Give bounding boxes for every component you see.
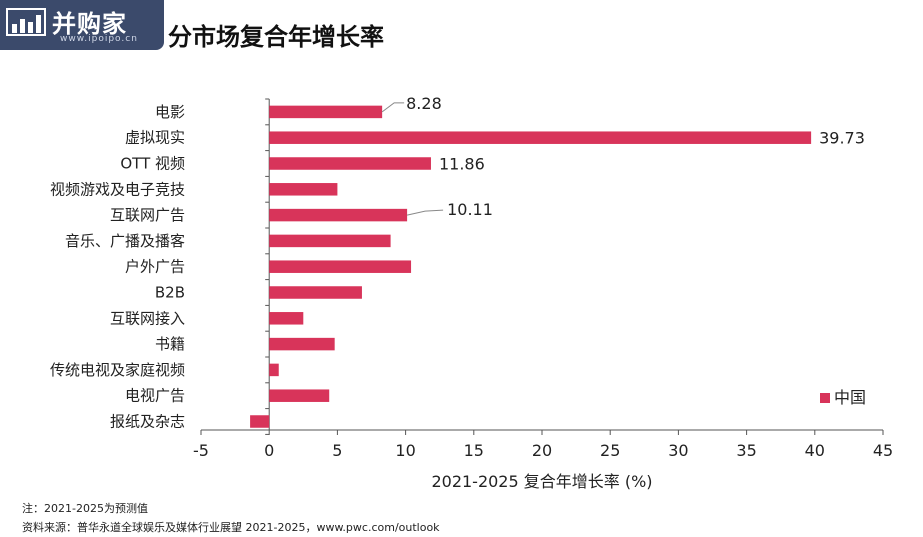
category-label: 户外广告	[125, 258, 185, 276]
category-label: 互联网接入	[110, 309, 185, 327]
footnote-note: 注：2021-2025为预测值	[22, 502, 148, 515]
category-label: 视频游戏及电子竞技	[50, 180, 185, 198]
label-leader-line	[406, 209, 444, 216]
legend-label: 中国	[834, 388, 866, 407]
x-tick-label: 35	[736, 441, 756, 460]
data-label: 11.86	[439, 155, 485, 174]
bar	[269, 183, 338, 196]
x-tick-label: 25	[600, 441, 620, 460]
bar	[269, 389, 330, 402]
x-tick-label: 0	[264, 441, 274, 460]
bar	[269, 286, 362, 299]
category-label: OTT 视频	[120, 155, 185, 173]
bar	[269, 208, 408, 222]
bar	[269, 234, 391, 248]
category-label: 传统电视及家庭视频	[50, 361, 185, 379]
x-tick-label: 30	[668, 441, 688, 460]
bar	[269, 131, 812, 144]
bar	[269, 105, 383, 119]
category-label: B2B	[155, 284, 185, 302]
data-label: 39.73	[819, 129, 865, 148]
x-tick-label: 15	[464, 441, 484, 460]
category-label: 电影	[155, 103, 185, 121]
x-tick-label: 5	[332, 441, 342, 460]
x-tick-label: 10	[395, 441, 415, 460]
page-title: 分市场复合年增长率	[168, 23, 384, 51]
logo-name: 并购家	[52, 10, 127, 38]
bar	[269, 337, 335, 351]
category-label: 虚拟现实	[125, 129, 185, 147]
x-tick-label: -5	[193, 441, 209, 460]
bar	[269, 363, 279, 377]
building-chart-icon	[6, 8, 46, 36]
bar	[269, 260, 412, 273]
site-logo: 并购家 www.ipoipo.cn	[0, 0, 164, 50]
logo-url: www.ipoipo.cn	[60, 34, 138, 44]
bar	[250, 415, 270, 428]
x-tick-label: 40	[805, 441, 825, 460]
legend-swatch	[820, 393, 830, 403]
category-label: 报纸及杂志	[110, 413, 185, 431]
category-label: 互联网广告	[110, 206, 185, 224]
category-label: 电视广告	[125, 387, 185, 405]
category-label: 书籍	[155, 335, 185, 353]
x-tick-label: 20	[532, 441, 552, 460]
bar	[269, 312, 304, 325]
x-axis-title: 2021-2025 复合年增长率 (%)	[431, 472, 652, 491]
bar	[269, 157, 431, 170]
x-tick-label: 45	[873, 441, 893, 460]
label-leader-line	[381, 102, 405, 113]
footnote-source: 资料来源：普华永道全球娱乐及媒体行业展望 2021-2025，www.pwc.c…	[22, 521, 440, 534]
category-label: 音乐、广播及播客	[65, 232, 185, 250]
data-label: 8.28	[406, 94, 442, 113]
data-label: 10.11	[447, 200, 493, 219]
